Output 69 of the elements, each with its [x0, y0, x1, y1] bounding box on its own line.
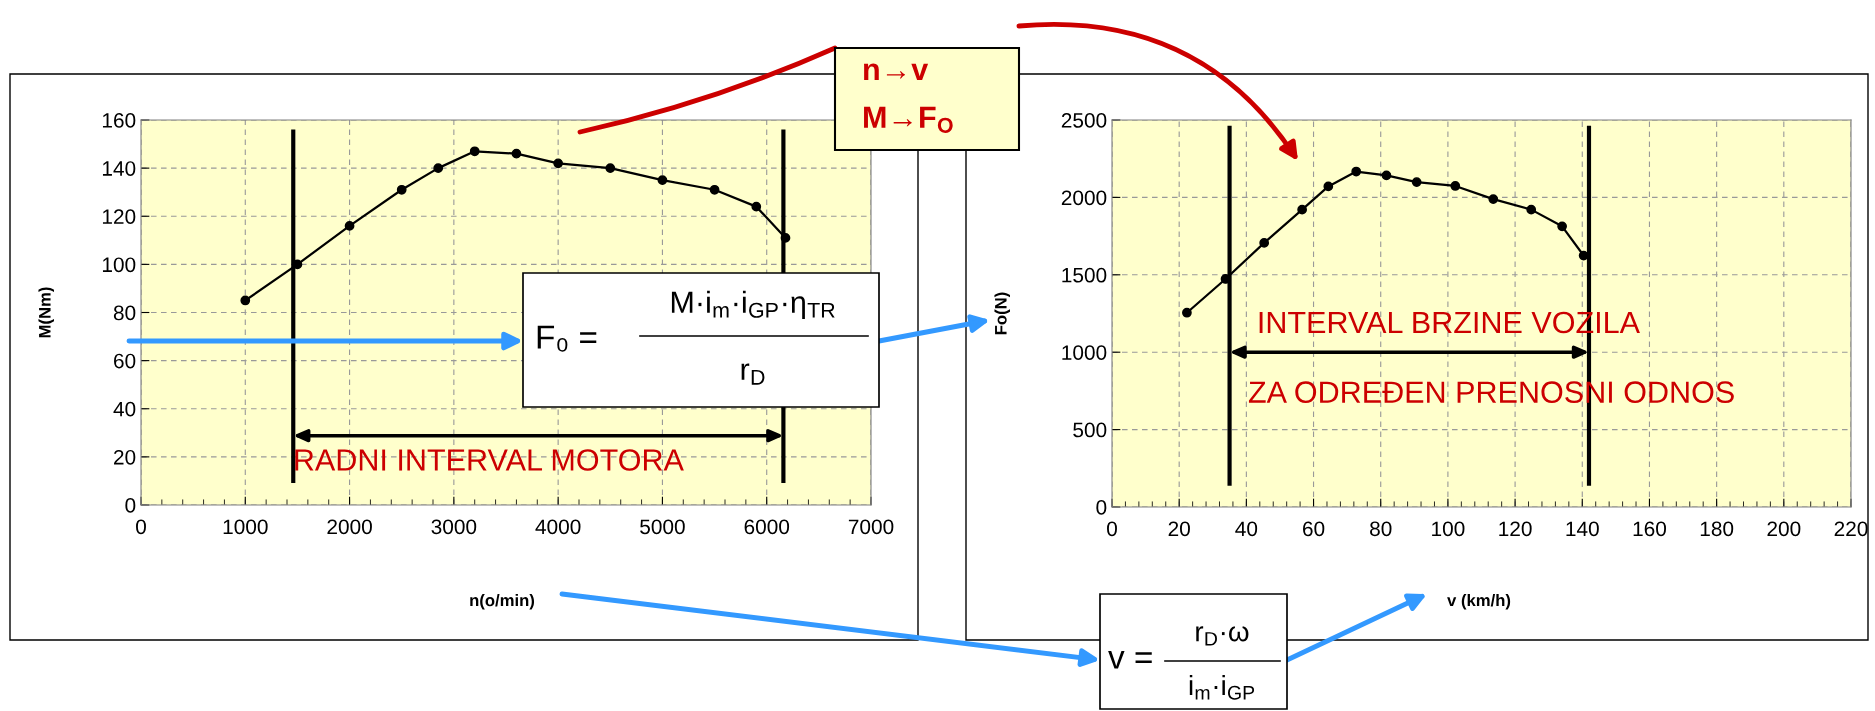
y-tick-label: 160 [102, 113, 136, 128]
x-tick-label: 0 [136, 519, 146, 535]
annotation: r$_{D}$ [741, 363, 765, 385]
y-tick-label: 100 [102, 257, 136, 273]
x-axis-title: v (km/h) [1447, 594, 1511, 610]
annotation: M→F$_{O}$ [864, 106, 953, 133]
point [1488, 194, 1499, 204]
point [511, 148, 522, 159]
x-tick-label: 0 [1107, 521, 1117, 537]
text: n→v [864, 63, 929, 80]
y-tick-label: 1500 [1062, 267, 1107, 283]
point [1351, 166, 1362, 177]
point [657, 175, 668, 186]
y-axis-title: M(Nm) [38, 287, 54, 338]
y-tick-label: 40 [113, 401, 136, 417]
y-tick-label: 0 [125, 498, 136, 513]
x-tick-label: 1000 [223, 519, 268, 535]
point [1323, 181, 1334, 192]
text: i$_{m}$·i$_{GP}$ [1189, 674, 1255, 700]
x-tick-label: 20 [1168, 521, 1190, 537]
x-tick-label: 4000 [535, 519, 581, 535]
point [1381, 170, 1392, 181]
point [1259, 238, 1270, 248]
x-tick-label: 7000 [848, 519, 894, 535]
point [433, 163, 444, 173]
point [553, 158, 564, 169]
x-tick-label: 3000 [431, 519, 477, 535]
x-tick-label: 6000 [744, 519, 790, 535]
x-axis-title: n(o/min) [470, 594, 535, 610]
y-tick-label: 500 [1073, 422, 1107, 438]
y-tick-label: 80 [113, 305, 136, 321]
x-tick-label: 200 [1767, 521, 1801, 537]
x-tick-label: 40 [1235, 521, 1258, 537]
point [1526, 204, 1537, 215]
y-tick-label: 20 [114, 449, 136, 465]
text: r$_{D}$·ω [1196, 626, 1249, 646]
x-tick-label: 120 [1499, 521, 1532, 537]
x-tick-label: 5000 [640, 519, 685, 535]
y-tick-label: 2500 [1061, 113, 1107, 128]
point [751, 201, 762, 212]
point [1182, 307, 1192, 318]
x-tick-label: 180 [1700, 521, 1734, 537]
point [605, 163, 616, 173]
x-tick-label: 60 [1303, 521, 1325, 537]
x-tick-label: 140 [1566, 521, 1599, 537]
y-tick-label: 2000 [1061, 190, 1107, 206]
point [469, 146, 480, 157]
point [344, 221, 355, 231]
point [1411, 177, 1422, 187]
point [1450, 181, 1461, 191]
x-tick-label: 160 [1633, 521, 1667, 537]
point [709, 184, 720, 195]
y-axis-title: Fo(N) [994, 292, 1010, 335]
x-tick-label: 2000 [327, 519, 372, 535]
y-tick-label: 1000 [1062, 345, 1107, 360]
point [1297, 204, 1307, 215]
y-tick-label: 0 [1096, 500, 1107, 515]
annotation: M·i$_{m}$·i$_{GP}$·η$_{TR}$ [671, 290, 835, 320]
y-tick-label: 120 [102, 209, 136, 224]
x-tick-label: 80 [1370, 521, 1392, 537]
annotation: RADNI INTERVAL MOTORA [295, 449, 684, 471]
text: v = [1108, 651, 1152, 669]
point [240, 295, 251, 306]
point [396, 184, 407, 195]
y-tick-label: 60 [114, 353, 136, 369]
x-tick-label: 100 [1432, 521, 1465, 537]
y-tick-label: 140 [102, 161, 136, 176]
annotation: F₀ = [537, 325, 597, 352]
point [1557, 221, 1567, 232]
